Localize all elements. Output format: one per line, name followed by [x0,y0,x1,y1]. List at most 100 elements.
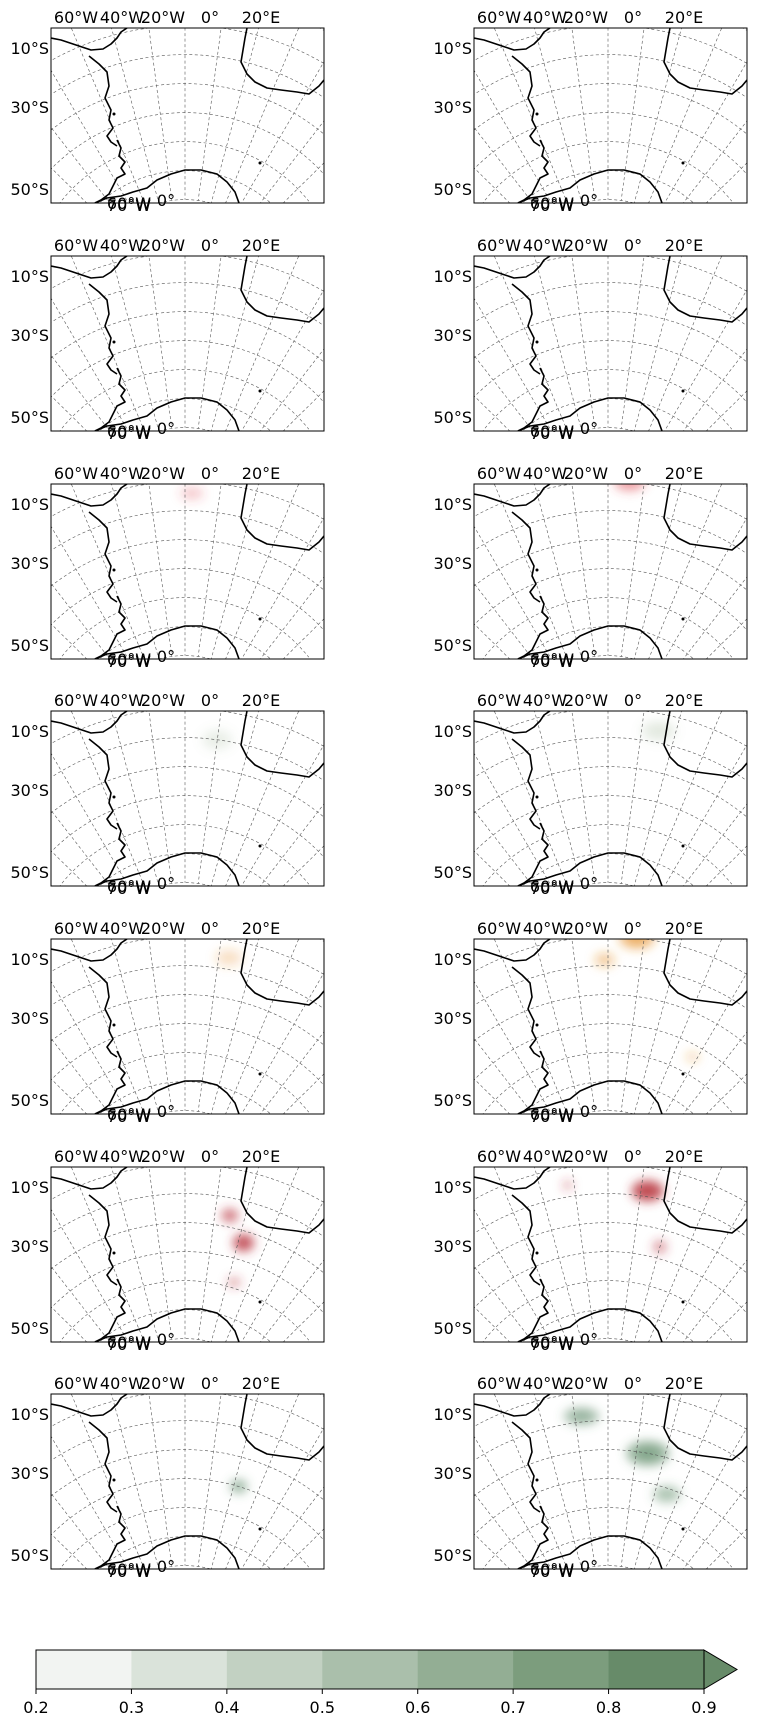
parallel [482,824,733,886]
lon-label: 0° [624,919,642,938]
coastline [663,711,747,778]
lon-label: 20°W [564,8,608,27]
coastline [663,1394,747,1461]
colorbar-outline [35,1649,704,1690]
map-frame [473,27,748,204]
island [535,795,539,799]
lon-label: 0° [624,464,642,483]
parallel [474,1478,747,1541]
lon-label: 40°W [523,1147,567,1166]
coastline [240,1394,324,1461]
coastline [94,1505,126,1569]
island [112,340,116,344]
parallel [51,795,324,858]
lon-label: 20°W [141,464,185,483]
lon-label: 0° [624,236,642,255]
coastline [474,484,551,507]
coastline [240,939,324,1006]
lat-label: 30°S [433,1464,472,1483]
parallel [474,1251,747,1314]
lat-label: 50°S [10,1319,49,1338]
lat-label: 30°S [433,326,472,345]
island [535,1478,539,1482]
map-panel: 60°W 40°W20°W 0° 20°E10°S30°S50°S70°W60°W 0° [10,236,325,443]
coastlines [474,711,747,886]
parallel [482,1280,733,1342]
coastlines [51,484,324,659]
parallel [51,340,324,403]
coastlines [51,1394,324,1569]
lat-label: 50°S [433,863,472,882]
island [112,1478,116,1482]
density-core [639,1185,656,1197]
parallel [59,141,310,203]
map-frame [50,27,325,204]
lon-label: 20°W [564,1374,608,1393]
colorbar-extend-arrow [703,1649,738,1690]
parallel [51,568,324,631]
density-core [225,1211,235,1220]
coastline [663,28,747,95]
bottom-meridian-label: 0° [157,1557,175,1576]
colorbar-segment [131,1650,228,1689]
parallel [474,340,747,403]
coastline [51,484,128,507]
coastline [240,711,324,778]
coastline [94,625,240,659]
lon-label: 60°W [477,236,521,255]
density-core [688,1054,697,1060]
bottom-meridian-label: 60°W [107,1333,151,1352]
bottom-meridian-label: 70°W [530,1107,574,1126]
coastlines [51,939,324,1114]
map-background [51,1167,324,1342]
lat-label: 30°S [10,326,49,345]
island [681,1300,685,1304]
lat-label: 10°S [433,1178,472,1197]
coastline [51,939,128,962]
bottom-meridian-label: 0° [580,647,598,666]
island [258,844,262,848]
lon-label: 40°W [523,919,567,938]
lat-label: 10°S [433,267,472,286]
coastline [517,397,663,431]
lon-label: 40°W [523,464,567,483]
map-background [51,28,324,203]
bottom-meridian-label: 60°W [530,1333,574,1352]
lat-label: 50°S [433,1546,472,1565]
lon-label: 0° [201,691,219,710]
colorbar-tick-label: 0.3 [119,1698,144,1717]
parallel [59,824,310,886]
density-core [649,725,668,737]
density-core [622,484,638,487]
coastline [517,625,663,659]
map-background [474,484,747,659]
lon-label: 0° [201,236,219,255]
coastlines [474,939,747,1114]
coastline [51,28,128,51]
island [681,1072,685,1076]
coastline [94,1050,126,1114]
parallel [51,1478,324,1541]
lon-label: 0° [201,919,219,938]
map-background [51,1394,324,1569]
colorbar-tick-label: 0.7 [500,1698,525,1717]
parallel [59,369,310,431]
parallel [59,1507,310,1569]
colorbar-tick-label: 0.2 [23,1698,48,1717]
lon-label: 20°E [665,1374,703,1393]
island [112,795,116,799]
bottom-meridian-label: 60°W [107,194,151,213]
map-frame [473,710,748,887]
coastline [88,1194,118,1286]
coastline [474,711,551,734]
lat-label: 10°S [10,1405,49,1424]
lat-label: 50°S [10,1091,49,1110]
lat-label: 50°S [433,180,472,199]
lon-label: 20°W [564,464,608,483]
density-core [564,1182,571,1188]
map-panel: 60°W 40°W20°W 0° 20°E10°S30°S50°S70°W60°W 0° [433,464,748,671]
coastline [511,511,541,603]
lon-label: 0° [201,8,219,27]
lon-label: 40°W [100,919,144,938]
island [112,568,116,572]
